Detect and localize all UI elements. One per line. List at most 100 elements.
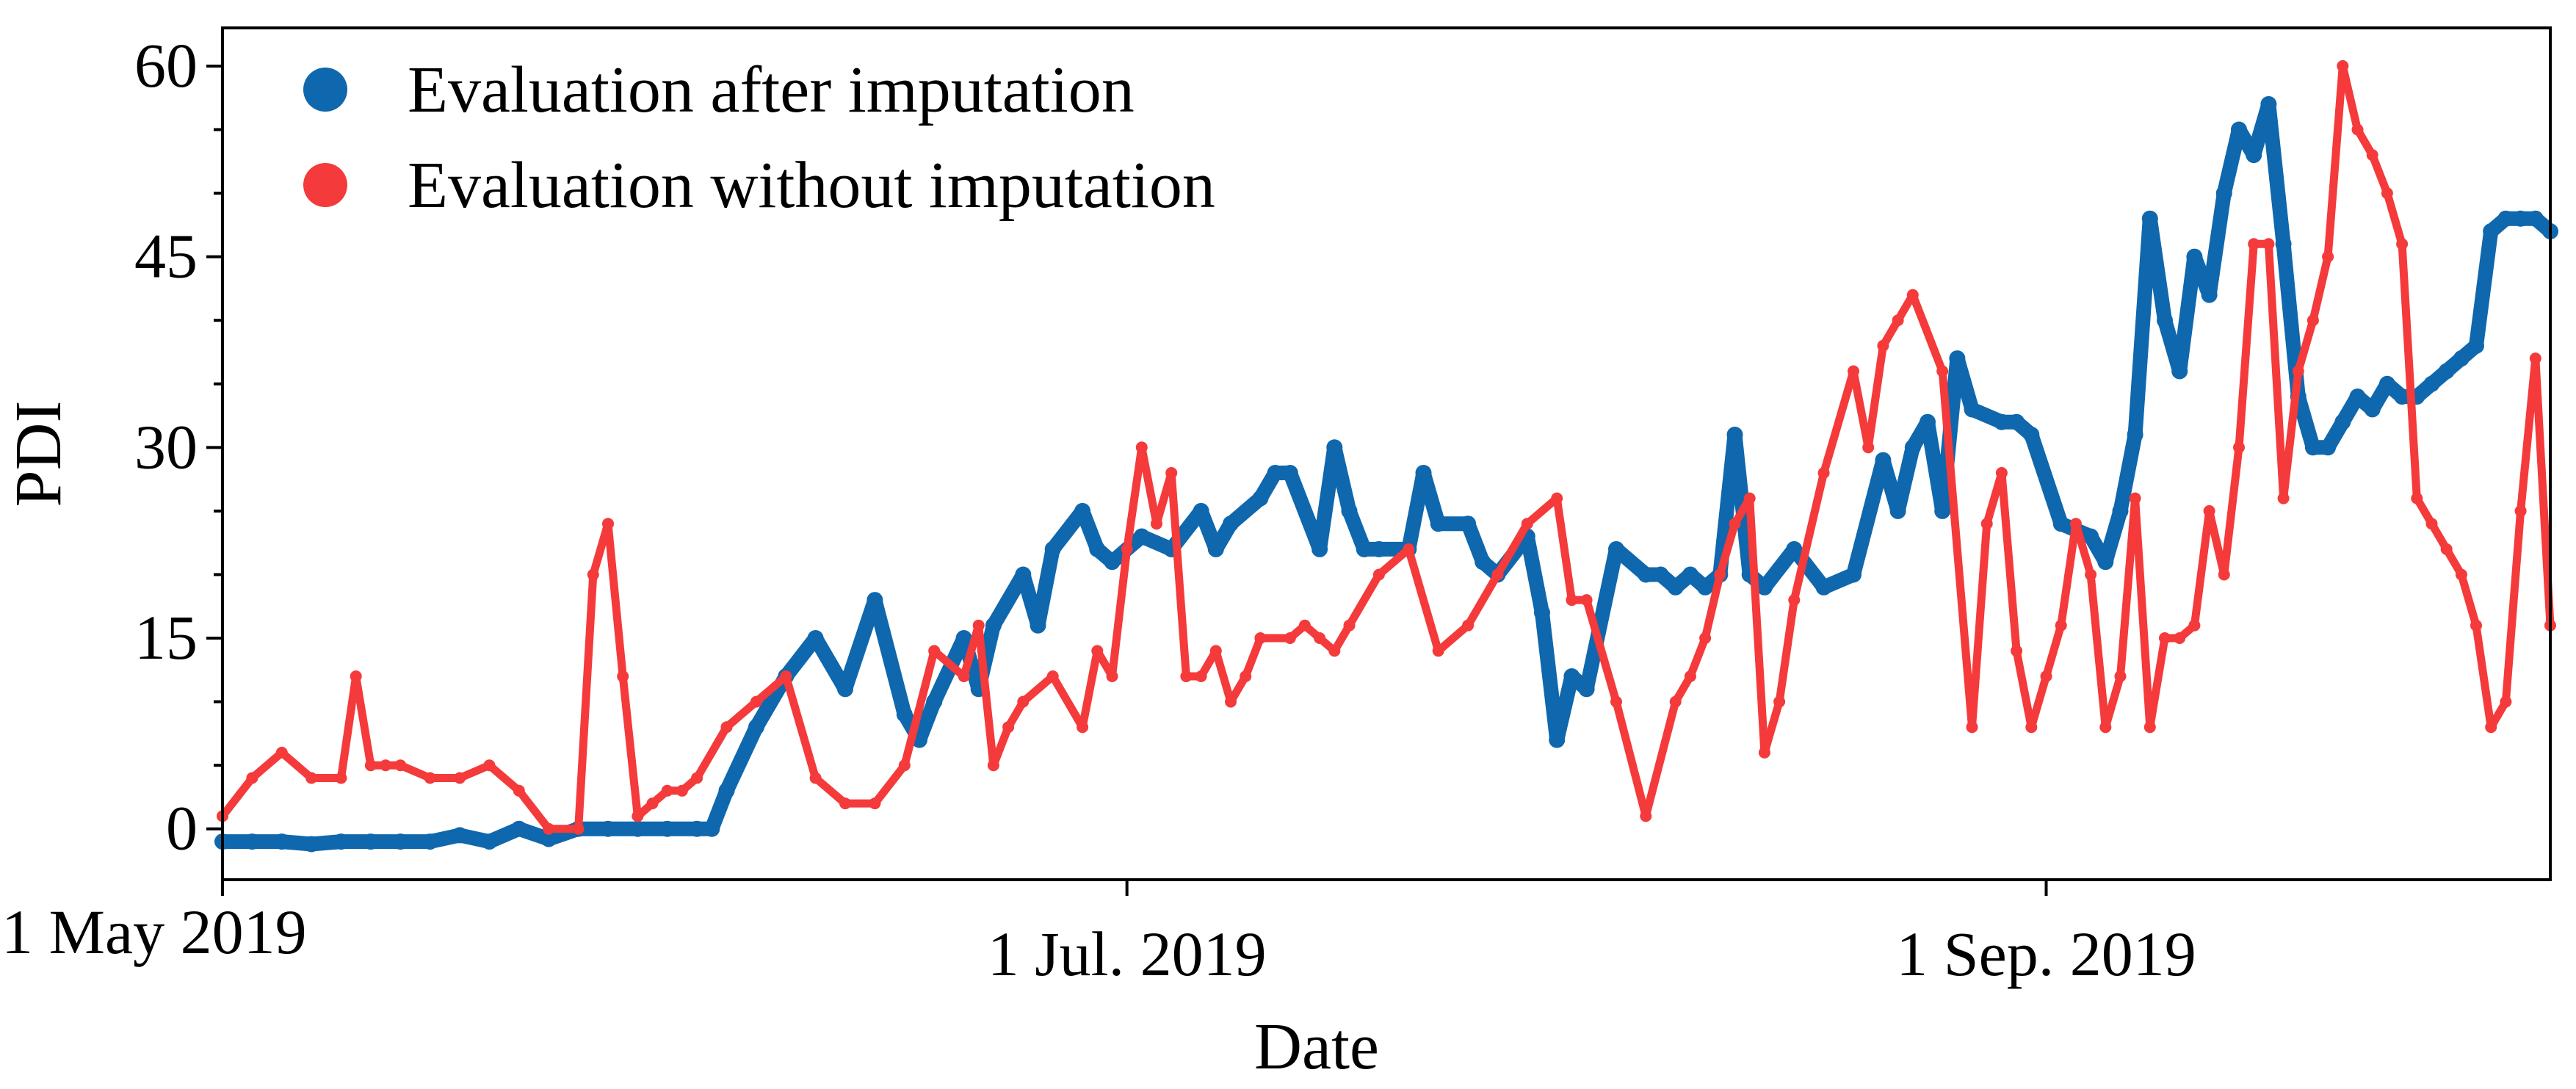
x-tick-label: 1 Sep. 2019: [1896, 919, 2196, 989]
series-2-point: [424, 772, 436, 784]
series-1-point: [510, 820, 527, 837]
series-2-point: [305, 772, 318, 784]
y-tick-label: 15: [134, 602, 198, 673]
series-1-point: [1430, 515, 1447, 532]
series-1-point: [2527, 210, 2544, 227]
series-1-point: [1267, 465, 1284, 481]
series-1-point: [748, 719, 764, 736]
series-2-point: [1180, 670, 1193, 682]
series-1-point: [1311, 540, 1328, 557]
series-2-point: [720, 721, 733, 734]
series-1-trace: [215, 96, 2558, 852]
series-1-point: [1756, 579, 1773, 596]
series-1-point: [1563, 668, 1580, 684]
series-2-point: [1773, 695, 1786, 708]
series-2-point: [750, 695, 762, 708]
series-1-point: [1341, 502, 1358, 519]
series-1-point: [1608, 540, 1624, 557]
series-2-point: [972, 619, 985, 632]
series-2-point: [958, 670, 970, 682]
series-2-point: [1106, 670, 1118, 682]
series-1-point: [2171, 363, 2188, 380]
series-2-point: [987, 759, 999, 772]
series-2-point: [1610, 695, 1622, 708]
series-2-point: [1298, 619, 1311, 632]
series-2-point: [2470, 619, 2482, 632]
series-2-point: [2085, 568, 2097, 581]
series-1-point: [1934, 502, 1951, 519]
series-2-point: [1848, 365, 1859, 377]
series-2-point: [1906, 289, 1919, 301]
series-1-point: [1223, 515, 1239, 532]
series-1-point: [1920, 413, 1936, 430]
series-2-point: [1980, 518, 1993, 530]
series-1-point: [2378, 375, 2395, 392]
series-1-point: [1089, 540, 1106, 557]
series-1-point: [1667, 579, 1684, 596]
series-2-point: [2233, 441, 2245, 454]
series-2-point: [1135, 441, 1148, 454]
series-1-point: [1193, 502, 1209, 519]
series-2-point: [646, 797, 659, 810]
series-2-point: [1091, 645, 1104, 657]
series-2-point: [2381, 187, 2393, 200]
series-1-point: [1845, 566, 1862, 583]
series-2-point: [2529, 352, 2541, 365]
series-2-point: [2307, 314, 2319, 327]
series-2-point: [632, 810, 644, 822]
series-1-point: [2083, 528, 2099, 545]
series-1-point: [1726, 427, 1743, 443]
series-2-point: [2351, 123, 2364, 136]
series-2-point: [1729, 518, 1741, 530]
series-2-point: [1151, 518, 1162, 530]
series-2-point: [587, 568, 599, 581]
series-2-point: [2203, 504, 2215, 517]
series-1-point: [1889, 502, 1906, 519]
series-1-point: [1281, 465, 1298, 481]
series-1-point: [1044, 540, 1061, 557]
series-2-point: [483, 759, 496, 772]
series-2-point: [2500, 695, 2512, 708]
series-1-point: [629, 820, 646, 837]
series-2-point: [2248, 238, 2260, 250]
series-2-point: [1017, 695, 1030, 708]
x-tick-label: 1 Jul. 2019: [988, 919, 1267, 989]
series-2-point: [1284, 632, 1296, 644]
series-1-point: [1133, 528, 1150, 545]
x-axis-label: Date: [1254, 1010, 1379, 1083]
series-1-point: [2394, 388, 2411, 405]
series-1-point: [955, 630, 972, 646]
series-1-point: [2141, 210, 2158, 227]
series-2-point: [1002, 721, 1015, 734]
series-1-point: [481, 833, 498, 850]
series-2-point: [1240, 670, 1252, 682]
series-1-point: [2023, 427, 2040, 443]
series-2-point: [2455, 568, 2467, 581]
series-2-point: [1403, 543, 1415, 555]
series-2-point: [839, 797, 851, 810]
y-axis-label: PDI: [2, 400, 75, 507]
series-1-point: [837, 681, 853, 698]
series-1-point: [1578, 681, 1595, 698]
series-2-point: [572, 822, 585, 835]
series-2-point: [1432, 645, 1444, 657]
series-2-point: [2262, 238, 2275, 250]
series-2-point: [869, 797, 881, 810]
y-tick-label: 45: [134, 221, 198, 292]
series-1-point: [1534, 604, 1550, 621]
series-1-point: [1652, 566, 1669, 583]
series-1-point: [1104, 554, 1121, 571]
series-1-point: [896, 706, 913, 723]
series-1-point: [2201, 286, 2218, 303]
series-2-point: [1077, 721, 1089, 734]
series-1-point: [2246, 147, 2262, 164]
series-2-point: [380, 759, 392, 772]
y-axis: 0 15 30 45 60: [134, 30, 222, 864]
series-1-point: [1074, 502, 1091, 519]
series-2-point: [809, 772, 822, 784]
series-1-point: [807, 630, 824, 646]
series-1-point: [2320, 439, 2337, 456]
series-2-point: [2099, 721, 2112, 734]
series-1-point: [1875, 452, 1892, 468]
series-1-point: [2008, 413, 2025, 430]
